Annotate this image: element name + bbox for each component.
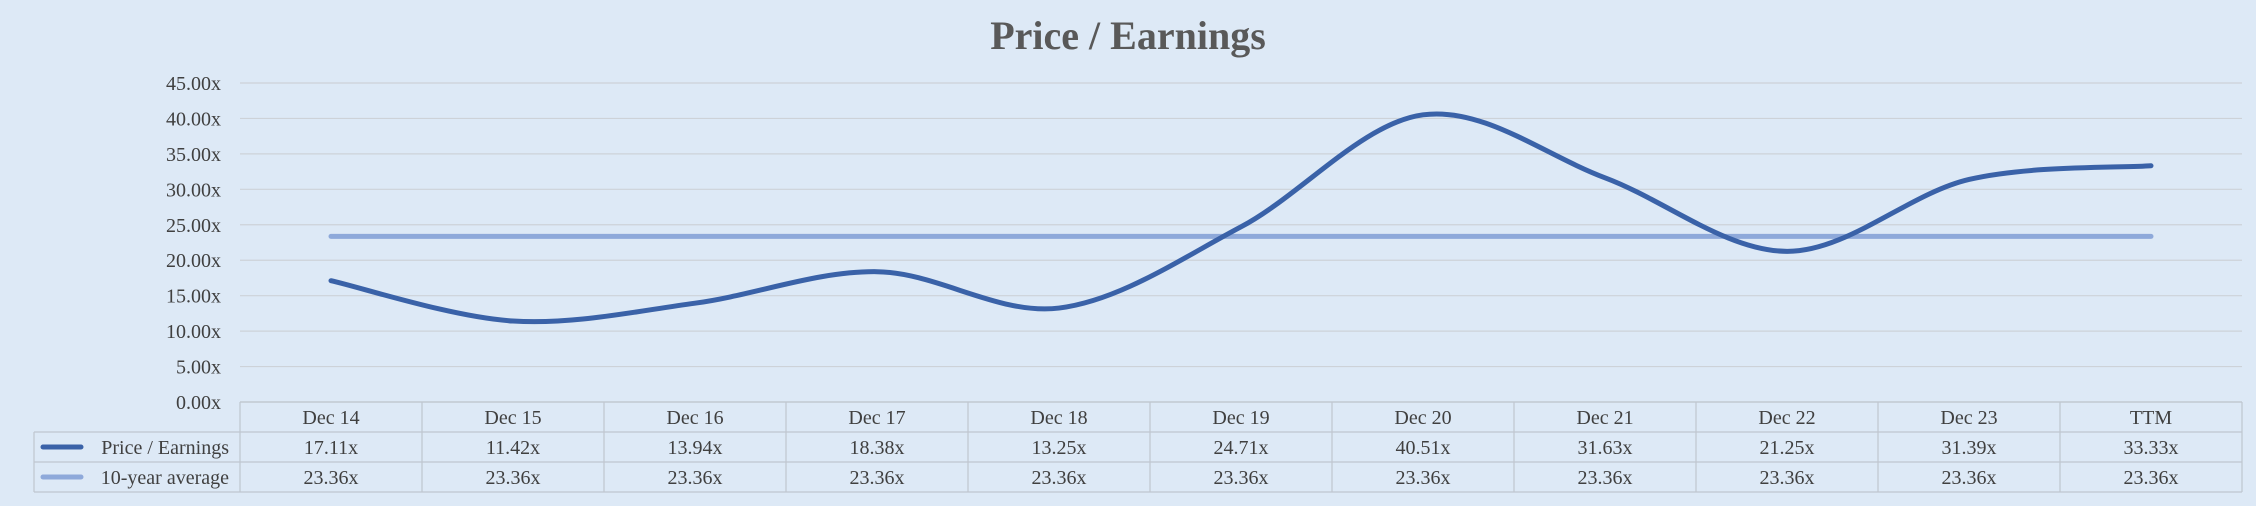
data-label: 23.36x	[1760, 467, 1815, 489]
data-label: 21.25x	[1760, 437, 1815, 459]
data-label: 23.36x	[1578, 467, 1633, 489]
data-label: 31.39x	[1942, 437, 1997, 459]
data-label: 23.36x	[850, 467, 905, 489]
data-label: 13.25x	[1032, 437, 1087, 459]
data-label: 40.51x	[1396, 437, 1451, 459]
x-category-label: Dec 23	[1940, 407, 1997, 429]
data-table: Dec 14 Dec 15 Dec 16 Dec 17 Dec 18 Dec 19 Dec …	[33, 401, 2243, 493]
data-label: 23.36x	[1942, 467, 1997, 489]
data-label: 23.36x	[2124, 467, 2179, 489]
y-tick-label: 45.00x	[166, 73, 221, 95]
x-category-label: Dec 18	[1030, 407, 1087, 429]
data-label: 23.36x	[304, 467, 359, 489]
y-tick-label: 25.00x	[166, 215, 221, 237]
data-label: 23.36x	[486, 467, 541, 489]
x-category-label: Dec 21	[1576, 407, 1633, 429]
y-tick-label: 30.00x	[166, 179, 221, 201]
series-line-price-earnings	[328, 111, 2154, 325]
x-category-label: Dec 19	[1212, 407, 1269, 429]
legend-series-name: Price / Earnings	[101, 437, 229, 459]
y-tick-label: 35.00x	[166, 144, 221, 166]
x-category-label: Dec 16	[666, 407, 723, 429]
x-category-label: Dec 14	[302, 407, 359, 429]
x-category-label: Dec 15	[484, 407, 541, 429]
legend-series-name: 10-year average	[101, 467, 229, 489]
chart-title: Price / Earnings	[990, 13, 1266, 58]
y-tick-label: 0.00x	[176, 392, 221, 414]
y-tick-label: 20.00x	[166, 250, 221, 272]
y-tick-label: 15.00x	[166, 286, 221, 308]
data-label: 24.71x	[1214, 437, 1269, 459]
y-axis-ticks: 0.00x 5.00x 10.00x 15.00x 20.00x 25.00x 30.00x…	[166, 73, 221, 414]
data-label: 23.36x	[1032, 467, 1087, 489]
data-label: 23.36x	[1396, 467, 1451, 489]
x-category-label: Dec 22	[1758, 407, 1815, 429]
data-label: 33.33x	[2124, 437, 2179, 459]
data-label: 13.94x	[668, 437, 723, 459]
x-category-label: Dec 20	[1394, 407, 1451, 429]
data-label: 31.63x	[1578, 437, 1633, 459]
series-lines	[328, 111, 2154, 325]
x-category-label: Dec 17	[848, 407, 905, 429]
y-tick-label: 10.00x	[166, 321, 221, 343]
data-label: 23.36x	[1214, 467, 1269, 489]
data-label: 18.38x	[850, 437, 905, 459]
y-tick-label: 40.00x	[166, 108, 221, 130]
data-label: 11.42x	[486, 437, 540, 459]
data-label: 17.11x	[304, 437, 358, 459]
x-category-label: TTM	[2130, 407, 2172, 429]
data-label: 23.36x	[668, 467, 723, 489]
y-tick-label: 5.00x	[176, 357, 221, 379]
gridlines	[240, 82, 2242, 403]
